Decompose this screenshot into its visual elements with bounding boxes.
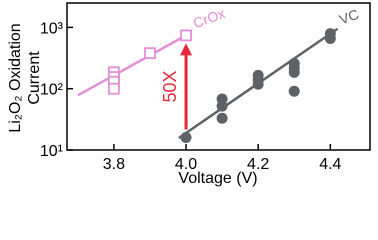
y-tick-label: 10² [40, 82, 64, 99]
chart: Li₂O₂ Oxidation Current Voltage (V) 3.8 4… [7, 2, 371, 187]
series-label: VC [337, 6, 361, 28]
arrow-head [180, 43, 193, 56]
point [288, 66, 300, 78]
point [288, 85, 300, 97]
y-label-line: Li₂O₂ Oxidation [7, 23, 24, 132]
y-tick-label: 10¹ [40, 143, 63, 160]
point [324, 32, 336, 44]
annotation-text: 50X [160, 70, 180, 102]
point [144, 47, 156, 60]
x-tick-label: 4.4 [319, 156, 341, 173]
point [216, 100, 228, 112]
x-tick-label: 4.2 [247, 156, 269, 173]
point [180, 131, 192, 143]
point [252, 78, 264, 90]
fit-line [77, 31, 193, 97]
plot-frame [66, 2, 371, 151]
x-tick-label: 3.8 [103, 156, 125, 173]
y-tick-label: 10³ [40, 20, 64, 37]
x-tick-label: 4.0 [175, 156, 197, 173]
series-label: CrOx [191, 5, 227, 31]
point [216, 112, 228, 124]
point [180, 29, 192, 42]
x-axis-label: Voltage (V) [178, 170, 257, 187]
point [107, 82, 120, 95]
y-axis-label: Li₂O₂ Oxidation Current [7, 23, 43, 132]
y-label-line: Current [26, 51, 43, 105]
